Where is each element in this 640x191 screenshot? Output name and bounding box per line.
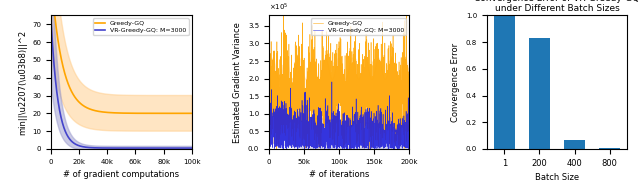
- Greedy-GQ: [401, 79, 409, 81]
- Line: Greedy-GQ: Greedy-GQ: [269, 0, 410, 149]
- Legend: Greedy-GQ, VR-Greedy-GQ: M=3000: Greedy-GQ, VR-Greedy-GQ: M=3000: [310, 18, 406, 35]
- VR-Greedy-GQ: M=3000: (5.95e+04, 0.5): M=3000: (5.95e+04, 0.5): [131, 147, 139, 149]
- Greedy-GQ: [188, 112, 196, 114]
- VR-Greedy-GQ: M=3000: (2e+05, 3.39e+04): M=3000: (2e+05, 3.39e+04): [406, 136, 413, 138]
- VR-Greedy-GQ: M=3000: (1.94e+05, 7.57e+04): M=3000: (1.94e+05, 7.57e+04): [402, 121, 410, 124]
- Legend: Greedy-GQ, VR-Greedy-GQ: M=3000: Greedy-GQ, VR-Greedy-GQ: M=3000: [93, 18, 189, 35]
- Greedy-GQ: [272, 106, 280, 108]
- VR-Greedy-GQ: M=3000: (1.58e+05, 3.49e+04): M=3000: (1.58e+05, 3.49e+04): [376, 136, 383, 138]
- Y-axis label: Convergence Error: Convergence Error: [451, 43, 460, 122]
- VR-Greedy-GQ: M=3000: (9.2e+04, 4.47e+03): M=3000: (9.2e+04, 4.47e+03): [330, 146, 337, 149]
- Greedy-GQ: [265, 83, 273, 85]
- Y-axis label: Estimated Gradient Variance: Estimated Gradient Variance: [234, 22, 243, 142]
- X-axis label: # of gradient computations: # of gradient computations: [63, 170, 179, 179]
- X-axis label: Batch Size: Batch Size: [535, 173, 579, 182]
- Y-axis label: min||\u2207(\u03b8)||^2: min||\u2207(\u03b8)||^2: [18, 30, 27, 135]
- Greedy-GQ: [406, 120, 413, 122]
- Line: VR-Greedy-GQ: M=3000: VR-Greedy-GQ: M=3000: [51, 23, 192, 148]
- X-axis label: # of iterations: # of iterations: [309, 170, 369, 179]
- Greedy-GQ: [114, 112, 122, 114]
- Bar: [564, 140, 585, 149]
- VR-Greedy-GQ: M=3000: (4.75e+04, 0.505): M=3000: (4.75e+04, 0.505): [114, 147, 122, 149]
- VR-Greedy-GQ: M=3000: (9.76e+04, 0.5): M=3000: (9.76e+04, 0.5): [184, 147, 192, 149]
- VR-Greedy-GQ: M=3000: (1.94e+05, 3.98e+03): M=3000: (1.94e+05, 3.98e+03): [401, 146, 409, 149]
- VR-Greedy-GQ: M=3000: (1.02e+04, 2.11e+04): M=3000: (1.02e+04, 2.11e+04): [272, 140, 280, 143]
- Bar: [493, 15, 515, 149]
- VR-Greedy-GQ: M=3000: (1e+05, 0.5): M=3000: (1e+05, 0.5): [188, 147, 196, 149]
- Greedy-GQ: [330, 76, 337, 78]
- Greedy-GQ: [163, 112, 170, 114]
- Greedy-GQ: [402, 94, 410, 96]
- VR-Greedy-GQ: M=3000: (0, 3.3e+04): M=3000: (0, 3.3e+04): [265, 136, 273, 138]
- Greedy-GQ: [376, 127, 383, 129]
- Bar: [599, 148, 620, 149]
- Title: Convergence Error of VR-Greedy-GQ
under Different Batch Sizes: Convergence Error of VR-Greedy-GQ under …: [474, 0, 639, 13]
- Greedy-GQ: [184, 112, 192, 114]
- VR-Greedy-GQ: M=3000: (1.83e+05, 268): M=3000: (1.83e+05, 268): [394, 148, 401, 150]
- VR-Greedy-GQ: M=3000: (9.73e+04, 1.12e+05): M=3000: (9.73e+04, 1.12e+05): [333, 108, 341, 111]
- Greedy-GQ: [333, 102, 341, 104]
- Greedy-GQ: [131, 112, 139, 114]
- Bar: [529, 38, 550, 149]
- Greedy-GQ: [115, 112, 123, 114]
- Line: VR-Greedy-GQ: M=3000: VR-Greedy-GQ: M=3000: [269, 82, 410, 149]
- VR-Greedy-GQ: M=3000: (8.2e+04, 0.5): M=3000: (8.2e+04, 0.5): [163, 147, 170, 149]
- VR-Greedy-GQ: M=3000: (8.95e+04, 1.91e+05): M=3000: (8.95e+04, 1.91e+05): [328, 81, 336, 83]
- VR-Greedy-GQ: M=3000: (0, 70.5): M=3000: (0, 70.5): [47, 22, 55, 24]
- Greedy-GQ: [347, 148, 355, 150]
- Greedy-GQ: [124, 112, 131, 114]
- Text: $\times10^5$: $\times10^5$: [269, 1, 289, 13]
- Line: Greedy-GQ: Greedy-GQ: [51, 0, 192, 113]
- VR-Greedy-GQ: M=3000: (5.41e+04, 0.501): M=3000: (5.41e+04, 0.501): [124, 147, 131, 149]
- VR-Greedy-GQ: M=3000: (4.81e+04, 0.505): M=3000: (4.81e+04, 0.505): [115, 147, 123, 149]
